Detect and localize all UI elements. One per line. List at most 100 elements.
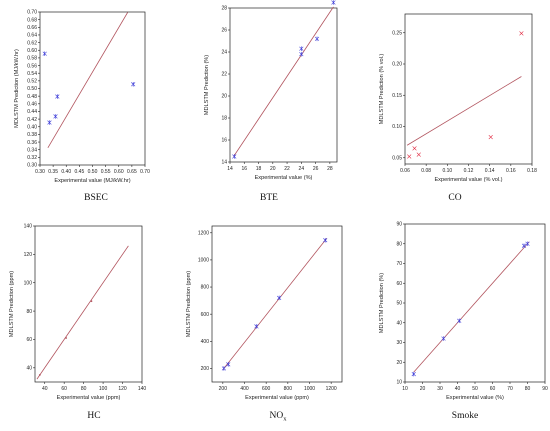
x-tick-label: 24: [299, 166, 305, 172]
x-tick-label: 0.45: [75, 169, 85, 175]
y-tick-label: 0.60: [27, 48, 37, 54]
data-point-4: [331, 0, 336, 5]
data-point-0: [221, 366, 227, 371]
data-point-0: [38, 374, 41, 376]
x-tick-label: 70: [507, 386, 513, 392]
panel-caption: BSEC: [84, 193, 108, 203]
y-tick-label: 600: [201, 312, 210, 318]
y-tick-label: 0.36: [27, 140, 37, 146]
panel-caption-text: BTE: [260, 193, 278, 203]
y-tick-label: 20: [221, 94, 227, 100]
x-tick-label: 0.18: [527, 168, 537, 174]
data-point-4: [323, 237, 328, 243]
x-tick-label: 0.70: [140, 169, 150, 175]
y-tick-label: 0.20: [392, 62, 402, 68]
y-tick-label: 0.54: [27, 71, 37, 77]
data-point-1: [47, 120, 52, 125]
data-point-0: [407, 154, 412, 159]
y-tick-label: 22: [221, 72, 227, 78]
data-point-1: [412, 146, 417, 151]
fit-line: [47, 12, 129, 148]
y-axis-label: MDLSTM Prediction (ppm): [186, 271, 192, 337]
plot-frame: [211, 225, 343, 383]
y-tick-label: 0.38: [27, 132, 37, 138]
x-tick-label: 0.65: [127, 169, 137, 175]
x-tick-label: 26: [313, 166, 319, 172]
x-tick-label: 800: [284, 386, 293, 392]
y-tick-label: 100: [24, 280, 33, 286]
y-tick-label: 80: [26, 309, 32, 315]
panel-caption: NOx: [270, 411, 288, 423]
data-point-0: [42, 51, 47, 56]
y-tick-label: 0.25: [392, 30, 402, 36]
plot-frame: [229, 7, 338, 163]
y-tick-label: 10: [396, 380, 402, 386]
x-tick-label: 120: [118, 386, 127, 392]
plot-frame: [34, 225, 143, 383]
x-tick-label: 80: [525, 386, 531, 392]
y-tick-label: 140: [24, 224, 33, 230]
y-tick-label: 0.44: [27, 109, 37, 115]
x-tick-label: 10: [402, 386, 408, 392]
data-point-1: [299, 46, 304, 51]
chart-panel-1: 14 16 18 20 22 24 26 28 14 16 18 20 22 24 26 28 Experime…: [204, 0, 338, 203]
y-tick-label: 0.68: [27, 17, 37, 23]
y-tick-label: 0.05: [392, 155, 402, 161]
x-tick-label: 100: [99, 386, 108, 392]
y-tick-label: 28: [221, 6, 227, 12]
data-point-3: [488, 135, 493, 140]
y-axis-label: MDLSTM Prediction (MJ/kW.hr): [14, 49, 20, 128]
y-tick-label: 0.32: [27, 155, 37, 161]
x-tick-label: 0.08: [421, 168, 431, 174]
panel-caption: CO: [448, 193, 461, 203]
x-axis-label: Experimental value (MJ/kW.hr): [54, 178, 130, 184]
x-tick-label: 16: [241, 166, 247, 172]
x-tick-label: 22: [284, 166, 290, 172]
data-point-1: [441, 336, 446, 341]
chart-panel-2: 0.06 0.08 0.10 0.12 0.14 0.16 0.18 0.05 0.10 0.15…: [379, 13, 537, 203]
panel-caption-text: Smoke: [452, 411, 478, 421]
y-tick-label: 0.70: [27, 10, 37, 16]
panel-caption-text: NO: [270, 411, 284, 421]
y-tick-label: 40: [26, 366, 32, 372]
y-tick-label: 30: [396, 340, 402, 346]
y-tick-label: 0.10: [392, 124, 402, 130]
y-tick-label: 0.56: [27, 63, 37, 69]
fit-line: [413, 241, 530, 373]
data-point-2: [254, 324, 259, 329]
x-tick-label: 18: [256, 166, 262, 172]
data-point-0: [232, 154, 237, 159]
y-tick-label: 400: [201, 339, 210, 345]
x-tick-label: 0.30: [35, 169, 45, 175]
y-tick-label: 0.46: [27, 102, 37, 108]
panel-caption-text: CO: [448, 193, 461, 203]
x-axis-label: Experimental value (% vol.): [434, 177, 502, 183]
y-tick-label: 0.40: [27, 124, 37, 130]
x-tick-label: 0.10: [442, 168, 452, 174]
x-axis-label: Experimental value (%): [446, 395, 504, 401]
y-axis-label: MDLSTM Prediction (%): [379, 273, 385, 333]
data-point-1: [65, 337, 68, 339]
panel-caption-text: BSEC: [84, 193, 108, 203]
panel-caption: BTE: [260, 193, 278, 203]
y-tick-label: 0.48: [27, 94, 37, 100]
y-tick-label: 26: [221, 28, 227, 34]
x-axis-label: Experimental value (ppm): [57, 395, 121, 401]
y-tick-label: 0.52: [27, 79, 37, 85]
chart-panel-4: 200 400 600 800 1000 1200 200 400 600 800 1000 1200…: [186, 225, 343, 423]
chart-panel-5: 10 20 30 40 50 60 70 80 90 10 20 30 40 50 60 70 80 90 Expe…: [379, 222, 548, 421]
y-tick-label: 0.30: [27, 163, 37, 169]
data-point-1: [226, 362, 231, 367]
data-point-3: [55, 94, 60, 99]
data-point-4: [525, 241, 530, 247]
x-tick-label: 1200: [326, 386, 337, 392]
y-tick-label: 14: [221, 160, 227, 166]
data-point-0: [411, 371, 416, 377]
data-point-3: [277, 295, 282, 301]
x-tick-label: 14: [227, 166, 233, 172]
x-axis-label: Experimental value (%): [255, 175, 313, 181]
y-tick-label: 16: [221, 138, 227, 144]
y-tick-label: 800: [201, 285, 210, 291]
x-tick-label: 28: [327, 166, 333, 172]
y-tick-label: 20: [396, 360, 402, 366]
